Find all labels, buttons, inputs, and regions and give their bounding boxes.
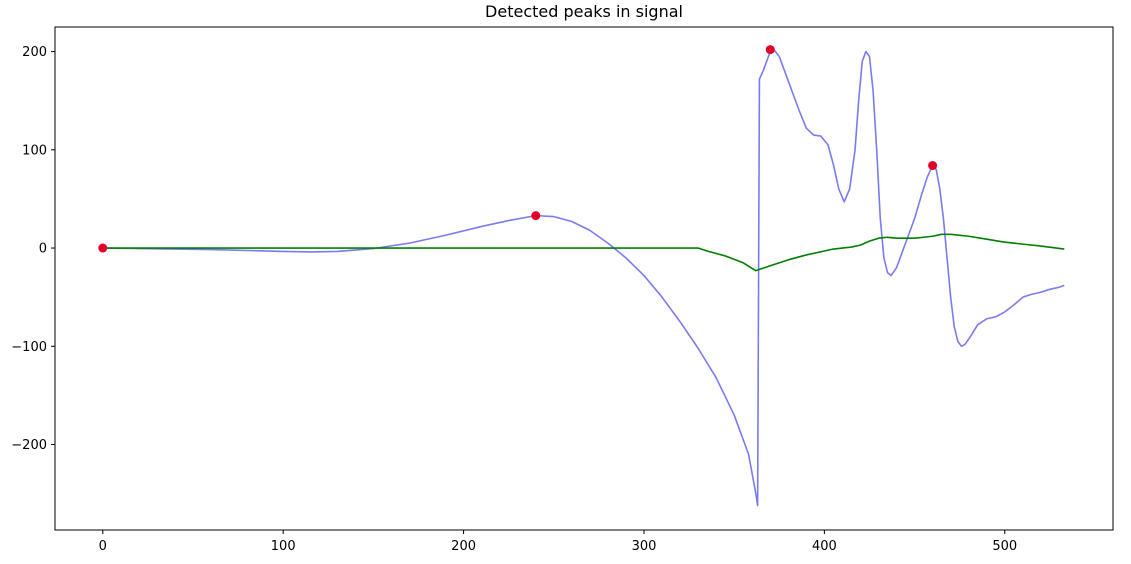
peak-marker bbox=[765, 45, 775, 55]
y-tick-label: −200 bbox=[11, 438, 47, 453]
y-tick-label: 200 bbox=[22, 45, 47, 60]
x-tick-label: 0 bbox=[99, 539, 107, 554]
y-tick-label: 0 bbox=[39, 242, 47, 257]
y-tick-label: −100 bbox=[11, 340, 47, 355]
series-layer bbox=[102, 48, 1065, 507]
plot-frame bbox=[54, 26, 1114, 531]
series-line-2 bbox=[102, 233, 1065, 272]
x-tick-label: 300 bbox=[632, 539, 657, 554]
peak-marker bbox=[928, 161, 938, 171]
x-tick-label: 100 bbox=[271, 539, 296, 554]
x-tick-label: 200 bbox=[451, 539, 476, 554]
peak-marker bbox=[531, 211, 541, 221]
chart-title: Detected peaks in signal bbox=[485, 2, 683, 21]
y-axis: −200 −100 0 100 200 bbox=[11, 45, 55, 453]
series-line-1 bbox=[102, 48, 1065, 507]
x-tick-label: 500 bbox=[992, 539, 1017, 554]
peak-marker bbox=[98, 243, 108, 253]
x-tick-label: 400 bbox=[812, 539, 837, 554]
x-axis: 0 100 200 300 400 500 bbox=[99, 530, 1017, 554]
y-tick-label: 100 bbox=[22, 143, 47, 158]
peaks-layer bbox=[98, 45, 938, 253]
